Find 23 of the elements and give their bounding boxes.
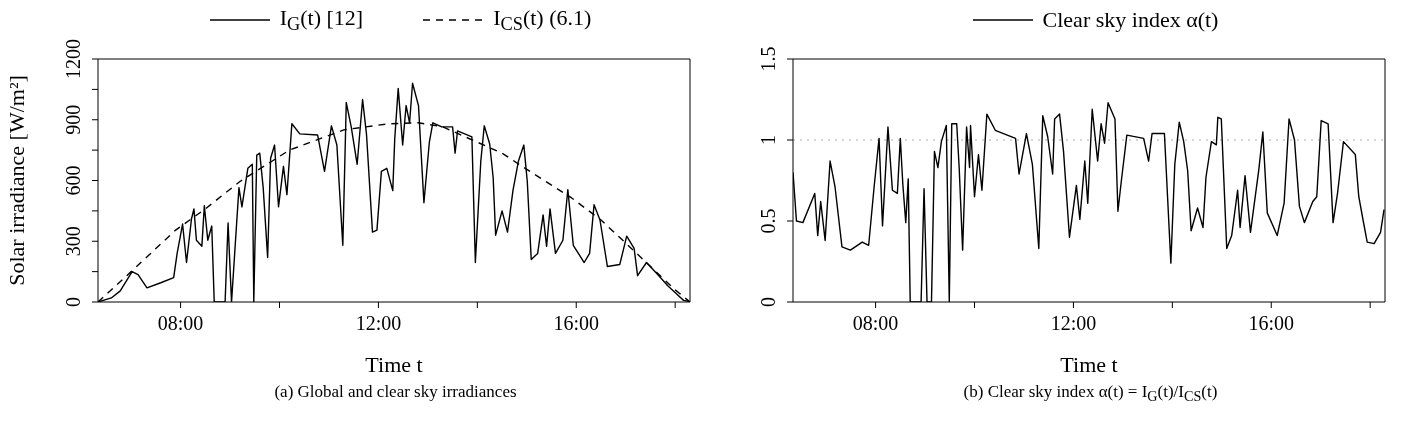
y-tick-label: 1.5 (757, 46, 779, 72)
y-tick-label: 1 (757, 135, 779, 145)
x-tick-label: 08:00 (157, 312, 204, 334)
x-tick-label: 08:00 (852, 312, 899, 334)
x-tick-label: 12:00 (1050, 312, 1097, 334)
y-tick-label: 0 (62, 297, 84, 307)
x-tick-label: 16:00 (553, 312, 600, 334)
legend-label: I$_{G}$(t) [12] (279, 4, 364, 36)
legend-label: I$_{CS}$(t) (6.1) (493, 4, 592, 36)
x-tick-label: 12:00 (355, 312, 402, 334)
y-tick-label: 600 (62, 165, 84, 196)
text: (b) Clear sky index α(t) = I$_{G}$(t)/I$_{CS}$(t) (962, 382, 1219, 406)
y-tick-label: 0 (757, 297, 779, 307)
x-axis-title: Time t (365, 352, 423, 377)
y-tick-label: 1200 (62, 39, 84, 79)
text: (a) Global and clear sky irradiances (273, 382, 518, 402)
y-axis-title: Solar irradiance [W/m²] (3, 75, 29, 286)
y-tick-label: 300 (62, 226, 84, 257)
legend-label: Clear sky index α(t) (1042, 7, 1219, 33)
x-axis-title: Time t (1060, 352, 1118, 377)
y-tick-label: 0.5 (757, 208, 779, 234)
x-tick-label: 16:00 (1248, 312, 1295, 334)
y-tick-label: 900 (62, 104, 84, 135)
